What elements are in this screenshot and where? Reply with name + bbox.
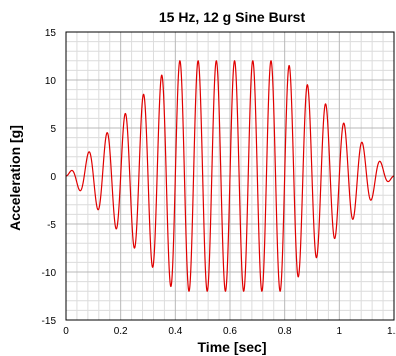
x-tick-label: 0.4 (168, 326, 182, 337)
plot-line (65, 59, 395, 293)
x-tick-label: 1.2 (387, 326, 396, 337)
y-tick-label: -10 (42, 268, 57, 279)
chart-title: 15 Hz, 12 g Sine Burst (159, 9, 306, 25)
x-tick-labels: 0 0.2 0.4 0.6 0.8 1 1.2 (63, 326, 396, 337)
y-tick-label: -5 (47, 220, 56, 231)
y-tick-label: 5 (50, 124, 56, 135)
y-axis-label: Acceleration [g] (7, 125, 23, 231)
sine-burst-series-line (65, 59, 395, 293)
x-tick-label: 1 (337, 326, 343, 337)
x-axis-label: Time [sec] (198, 339, 267, 355)
y-tick-label: -15 (42, 316, 57, 327)
y-tick-label: 10 (45, 76, 57, 87)
y-tick-labels: -15 -10 -5 0 5 10 15 (42, 28, 57, 327)
plot-frame (65, 31, 395, 321)
y-tick-label: 15 (45, 28, 57, 39)
x-tick-label: 0 (63, 326, 69, 337)
x-tick-label: 0.8 (278, 326, 292, 337)
y-tick-label: 0 (50, 172, 56, 183)
x-tick-label: 0.6 (223, 326, 237, 337)
x-tick-label: 0.2 (114, 326, 128, 337)
